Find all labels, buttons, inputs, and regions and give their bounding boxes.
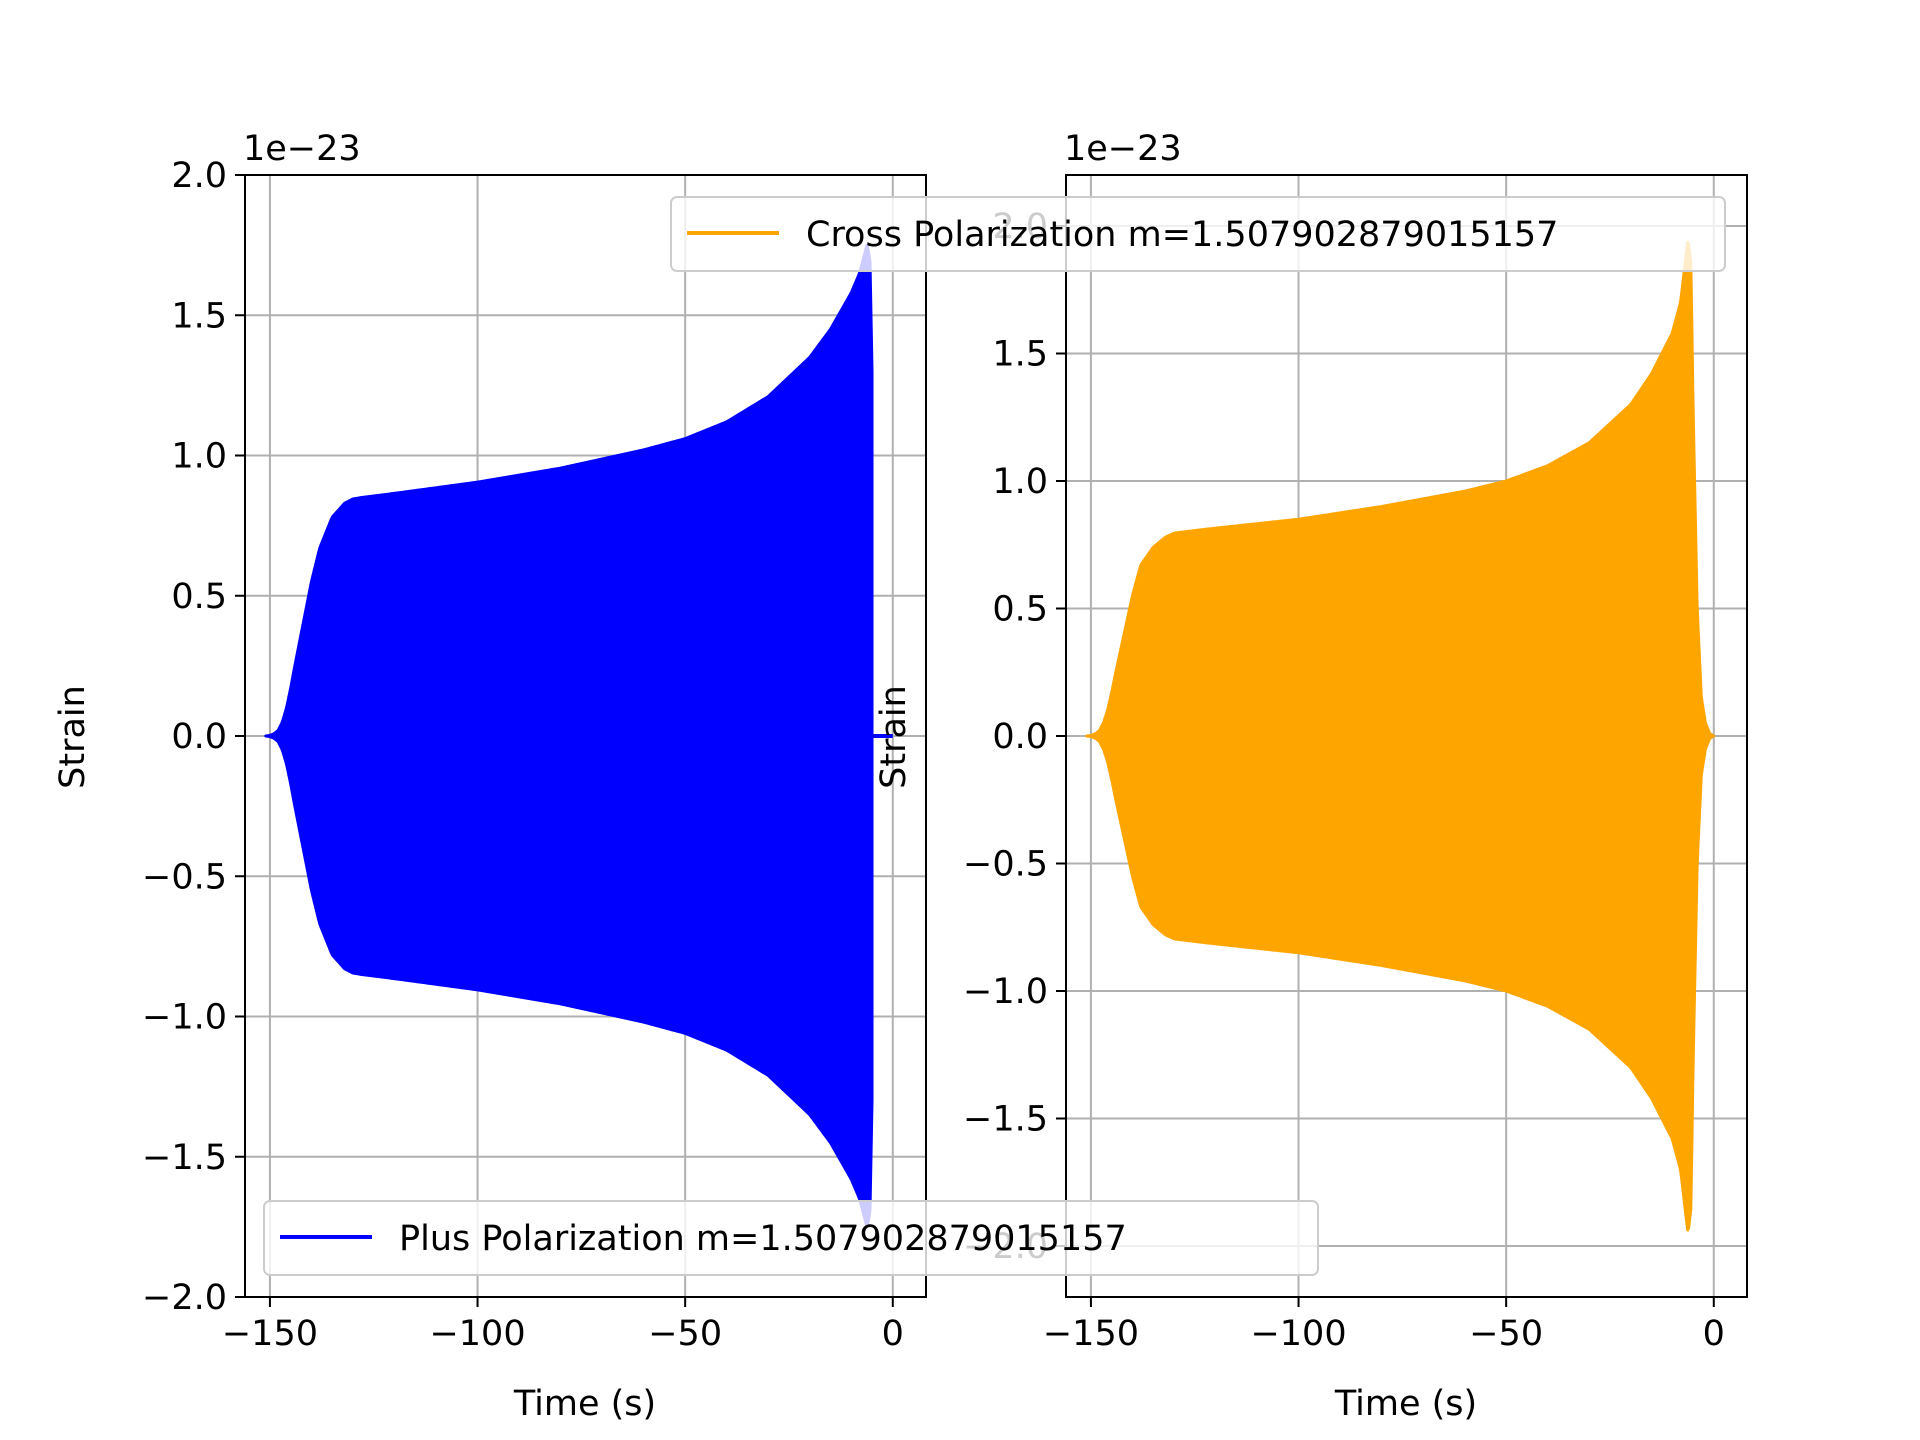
cross-y-tick-label: 0.5 [992,590,1048,630]
plus-x-axis-label: Time (s) [513,1384,656,1424]
plus-legend: Plus Polarization m=1.507902879015157 [263,1200,1319,1276]
plus-y-tick-label: −2.0 [142,1278,227,1318]
cross-y-tick-label: −1.0 [963,972,1048,1012]
plus-y-tick-label: −1.5 [142,1138,227,1178]
plus-x-ticks: −150 −100 −50 0 [222,1297,904,1354]
plus-y-tick-label: 0.0 [171,717,227,757]
plus-legend-label: Plus Polarization m=1.507902879015157 [399,1219,1127,1259]
plus-x-tick-label: −50 [648,1314,722,1354]
cross-legend: Cross Polarization m=1.507902879015157 [670,196,1726,272]
plus-x-tick-label: 0 [882,1314,904,1354]
cross-x-ticks: −150 −100 −50 0 [1043,1297,1725,1354]
plus-y-tick-label: −0.5 [142,857,227,897]
cross-x-axis-label: Time (s) [1334,1384,1477,1424]
cross-y-tick-label: −0.5 [963,845,1048,885]
cross-axes: −150−100−500 −2.0−1.5−1.0−0.50.00.51.01.… [874,129,1748,1424]
plus-y-tick-label: 1.0 [171,437,227,477]
plus-offset-label: 1e−23 [243,129,361,169]
cross-y-tick-label: 1.5 [992,335,1048,375]
cross-y-tick-label: 1.0 [992,462,1048,502]
plus-y-tick-label: 1.5 [171,296,227,336]
cross-x-tick-label: −50 [1469,1314,1543,1354]
plus-y-axis-label: Strain [53,685,93,789]
cross-legend-label: Cross Polarization m=1.507902879015157 [806,215,1558,255]
cross-y-axis-label: Strain [874,685,914,789]
plus-y-tick-label: −1.0 [142,998,227,1038]
cross-y-ticks: −2.0−1.5−1.0−0.50.00.51.01.52.0 [963,207,1066,1267]
plus-y-ticks: −2.0 −1.5 −1.0 −0.5 0.0 0.5 1.0 1.5 2.0 [142,156,245,1318]
cross-y-tick-label: −1.5 [963,1100,1048,1140]
cross-x-tick-label: 0 [1703,1314,1725,1354]
cross-x-tick-label: −100 [1250,1314,1346,1354]
plus-x-tick-label: −150 [222,1314,318,1354]
plus-x-tick-label: −100 [429,1314,525,1354]
cross-offset-label: 1e−23 [1064,129,1182,169]
plus-y-tick-label: 0.5 [171,577,227,617]
cross-waveform-series [1085,240,1716,1232]
cross-x-tick-label: −150 [1043,1314,1139,1354]
cross-y-tick-label: 0.0 [992,717,1048,757]
plus-axes: −150 −100 −50 0 −2.0 −1.5 −1.0 −0.5 0.0 0.5 1.0 1.… [53,129,927,1424]
plus-y-tick-label: 2.0 [171,156,227,196]
cross-legend-box [670,196,1726,272]
plus-legend-box [263,1200,1319,1276]
